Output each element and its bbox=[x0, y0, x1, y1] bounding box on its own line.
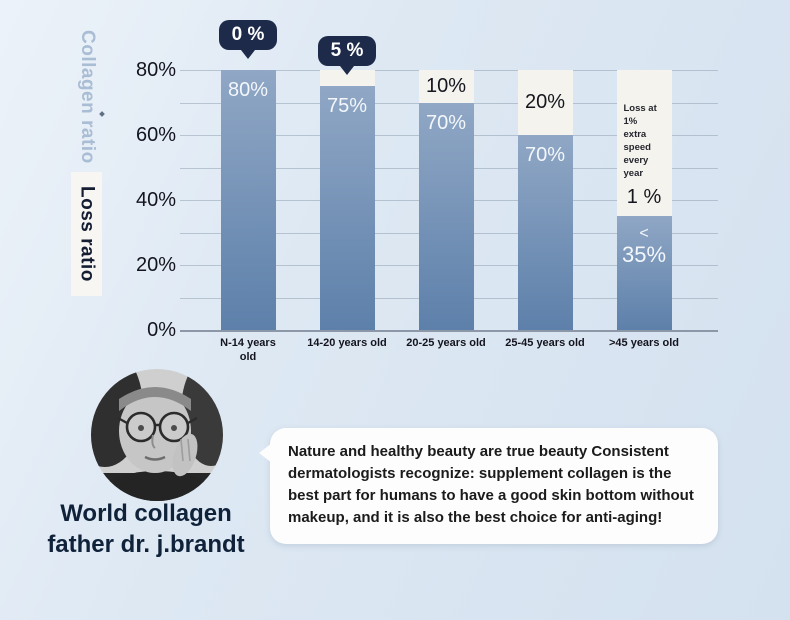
y-axis-tick-label: 20% bbox=[135, 254, 176, 276]
x-axis-baseline bbox=[180, 330, 718, 332]
bar-2: 75% bbox=[319, 70, 375, 330]
bar-4: 20% 70% bbox=[517, 70, 573, 330]
loss-value-label: 20% bbox=[524, 91, 566, 113]
bar-collagen-segment: 70% bbox=[517, 135, 573, 330]
y-axis-tick-label: 80% bbox=[135, 59, 176, 81]
caption-line-1: World collagen bbox=[60, 500, 232, 527]
collagen-value-label: 70% bbox=[524, 144, 566, 166]
bar-collagen-segment: 75% bbox=[319, 86, 375, 330]
tooltip-bubble: 5 % bbox=[318, 36, 376, 76]
y-axis-tick-label: 40% bbox=[135, 189, 176, 211]
portrait-photo bbox=[91, 369, 223, 501]
y-axis-tick-label: 0% bbox=[147, 319, 176, 341]
loss-value-label: 10% bbox=[425, 74, 467, 97]
y-axis-tick-label: 60% bbox=[135, 124, 176, 146]
bar-1: 80% bbox=[220, 70, 276, 330]
bar-collagen-segment: 70% bbox=[418, 102, 474, 330]
bar-collagen-segment: 80% bbox=[220, 70, 276, 330]
bar-3: 10% 70% bbox=[418, 70, 474, 330]
caption-line-2: father dr. j.brandt bbox=[47, 531, 245, 558]
speech-bubble: Nature and healthy beauty are true beaut… bbox=[259, 428, 718, 544]
tooltip-bubble: 0 % bbox=[219, 20, 277, 59]
y-axis-label-loss-ratio: Loss ratio bbox=[71, 172, 102, 296]
bar-5: Loss at 1% extra speed every year 1 % <35% bbox=[616, 70, 672, 330]
y-axis-label-collagen-ratio: Collagen ratio bbox=[77, 30, 98, 164]
speech-bubble-text: Nature and healthy beauty are true beaut… bbox=[288, 443, 694, 526]
collagen-value-label: 70% bbox=[425, 111, 467, 134]
x-axis-category-label: 20-25 years old bbox=[406, 337, 486, 349]
bar-loss-segment bbox=[319, 70, 375, 87]
x-axis-category-label: 25-45 years old bbox=[505, 337, 585, 349]
bar-loss-segment: Loss at 1% extra speed every year 1 % bbox=[616, 70, 672, 217]
x-axis-category-label: >45 years old bbox=[608, 337, 680, 349]
loss-value-label: 1 % bbox=[626, 186, 662, 208]
portrait-caption: World collagen father dr. j.brandt bbox=[16, 498, 276, 560]
bar-loss-segment: 10% bbox=[418, 70, 474, 103]
collagen-value-label: 75% bbox=[326, 95, 368, 118]
bar-collagen-segment: <35% bbox=[616, 216, 672, 330]
x-axis-category-label: N-14 years old bbox=[220, 337, 276, 363]
less-than-sign: < bbox=[639, 225, 649, 243]
collagen-value-label: <35% bbox=[617, 216, 672, 267]
loss-note-text: Loss at 1% extra speed every year bbox=[623, 103, 657, 179]
collagen-value-label: 80% bbox=[227, 79, 269, 101]
x-axis-category-label: 14-20 years old bbox=[307, 337, 387, 349]
bar-loss-segment: 20% bbox=[517, 70, 573, 135]
collagen-value: 35% bbox=[621, 242, 667, 268]
